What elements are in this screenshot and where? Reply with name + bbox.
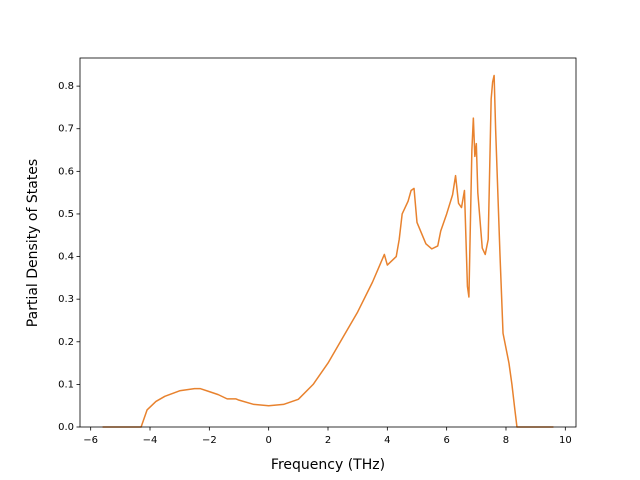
x-tick-label: −2: [202, 435, 217, 446]
y-tick-label: 0.1: [58, 379, 74, 390]
x-tick-label: 10: [559, 435, 572, 446]
x-tick-label: 0: [265, 435, 271, 446]
x-tick-label: −4: [143, 435, 158, 446]
y-tick-label: 0.2: [58, 337, 74, 348]
x-tick-label: 4: [384, 435, 390, 446]
y-tick-label: 0.7: [58, 124, 74, 135]
y-tick-label: 0.5: [58, 209, 74, 220]
x-tick-label: −6: [83, 435, 98, 446]
y-axis-label: Partial Density of States: [25, 159, 41, 327]
y-tick-label: 0.3: [58, 294, 74, 305]
plot-frame: [79, 57, 577, 428]
x-tick-label: 2: [325, 435, 331, 446]
y-tick-label: 0.6: [58, 166, 74, 177]
x-tick-label: 8: [503, 435, 509, 446]
y-tick-label: 0.8: [58, 81, 74, 92]
x-tick-label: 6: [443, 435, 449, 446]
data-line: [102, 74, 554, 428]
y-tick-label: 0.0: [58, 422, 74, 433]
x-axis-label: Frequency (THz): [271, 457, 385, 473]
y-tick-label: 0.4: [58, 252, 74, 263]
